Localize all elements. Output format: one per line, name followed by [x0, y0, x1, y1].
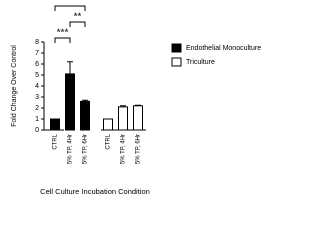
x-tick-label: 5% TP, 6Hr: [136, 134, 142, 164]
significance-label: **: [74, 12, 82, 23]
y-axis-label: Fold Change Over Control: [11, 45, 18, 127]
x-tick-label: 5% TP, 4Hr: [68, 134, 74, 164]
bar: [118, 106, 128, 131]
legend-label: Triculture: [186, 59, 215, 66]
y-tick-label: 0: [35, 127, 39, 134]
x-tick-label: CTRL: [53, 133, 59, 149]
legend-swatch: [171, 57, 182, 67]
significance-bracket: [69, 21, 86, 27]
x-axis-label: Cell Culture Incubation Condition: [40, 187, 150, 196]
significance-bracket: [54, 37, 71, 43]
y-tick-label: 3: [35, 94, 39, 101]
significance-bracket: [54, 5, 86, 11]
x-tick-label: CTRL: [106, 133, 112, 149]
bar: [80, 100, 90, 131]
bar: [103, 118, 113, 131]
legend-swatch: [171, 43, 182, 53]
error-bar: [82, 99, 88, 102]
significance-label: *: [68, 0, 72, 7]
y-tick-label: 7: [35, 50, 39, 57]
x-tick-label: 5% TP, 6Hr: [83, 134, 89, 164]
y-tick-label: 6: [35, 61, 39, 68]
error-bar: [135, 104, 141, 106]
y-tick-label: 5: [35, 72, 39, 79]
significance-label: ***: [57, 28, 69, 39]
y-tick-label: 8: [35, 39, 39, 46]
bar: [133, 105, 143, 131]
bar: [65, 73, 75, 131]
chart: Fold Change Over Control Cell Culture In…: [11, 0, 261, 196]
y-tick-label: 1: [35, 116, 39, 123]
error-bar: [120, 105, 126, 107]
x-tick-label: 5% TP, 4Hr: [121, 134, 127, 164]
error-bar: [67, 61, 73, 74]
bar: [50, 118, 60, 131]
y-tick-label: 4: [35, 83, 39, 90]
y-tick-label: 2: [35, 105, 39, 112]
legend-label: Endothelial Monoculture: [186, 45, 261, 52]
